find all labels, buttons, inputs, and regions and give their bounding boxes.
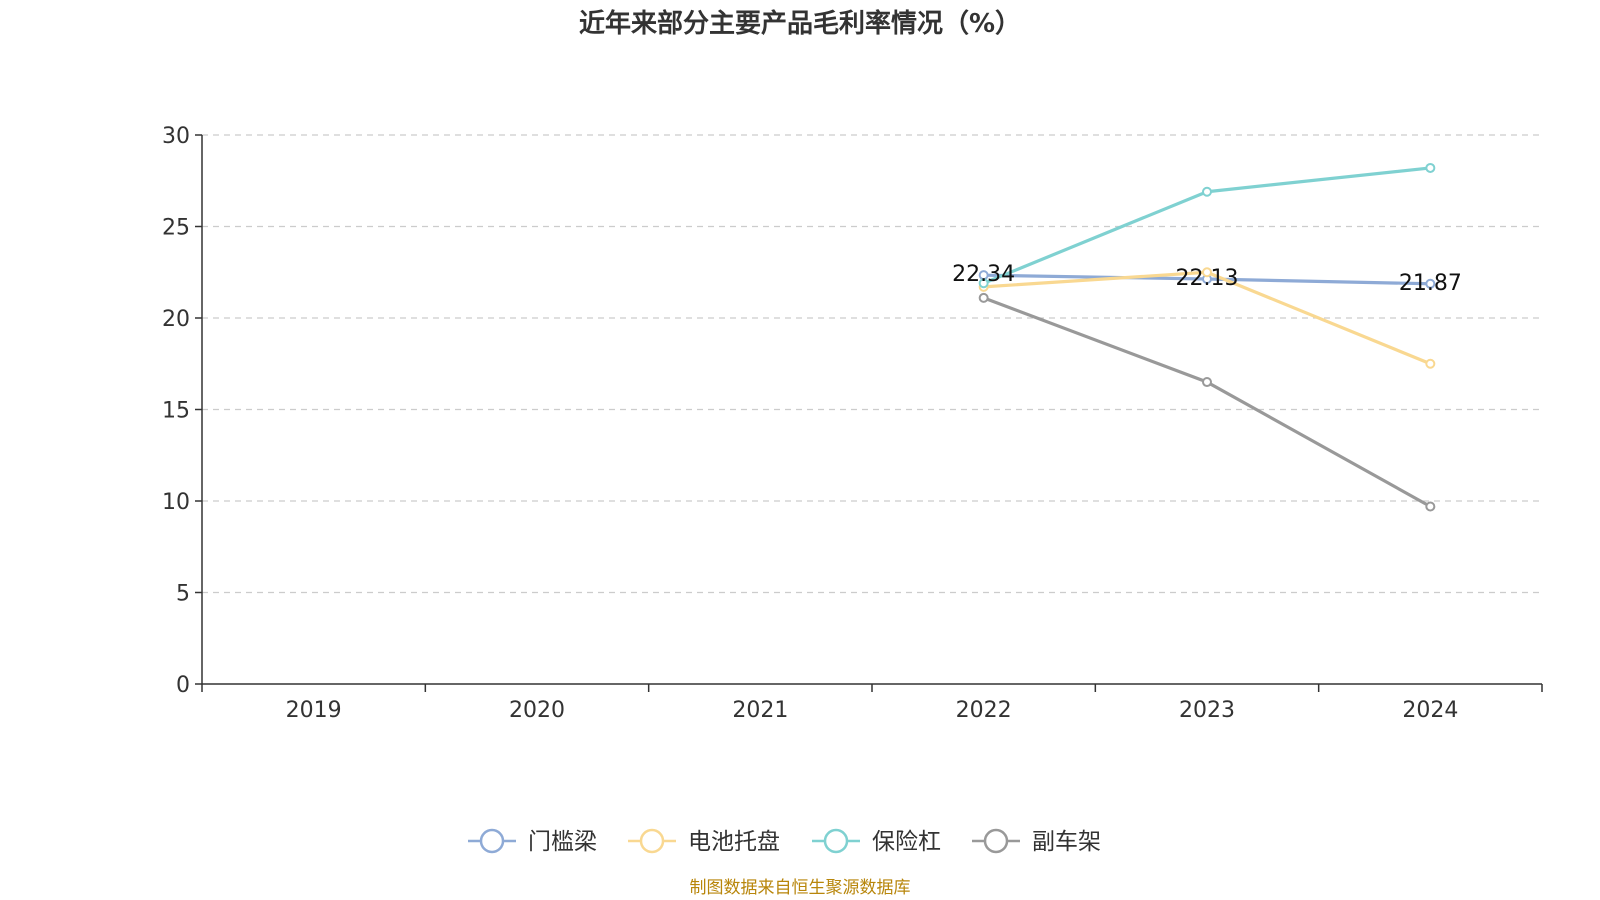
chart-title: 近年来部分主要产品毛利率情况（%） bbox=[579, 8, 1021, 39]
data-label: 22.13 bbox=[1176, 266, 1239, 291]
data-point bbox=[1202, 377, 1212, 388]
legend-swatch-marker bbox=[983, 828, 1009, 854]
legend-swatch-marker bbox=[639, 828, 665, 854]
data-point bbox=[1425, 278, 1436, 289]
data-label-layer: 22.34 22.13 21.87 bbox=[952, 262, 1462, 296]
legend-item-label[interactable]: 保险杠 bbox=[872, 829, 941, 855]
legend-swatch-marker bbox=[823, 828, 849, 854]
data-label: 21.87 bbox=[1399, 271, 1462, 296]
y-tick-label: 10 bbox=[162, 490, 190, 515]
data-point bbox=[978, 292, 989, 303]
data-point bbox=[1425, 501, 1436, 512]
series-layer bbox=[978, 162, 1436, 512]
legend: 门槛梁 电池托盘 保险杠 副车架 bbox=[468, 828, 1101, 855]
grid-layer bbox=[202, 134, 1542, 594]
y-tick-label: 25 bbox=[162, 216, 190, 241]
y-tick-label: 5 bbox=[176, 582, 190, 607]
x-tick-label: 2023 bbox=[1179, 698, 1235, 723]
source-note: 制图数据来自恒生聚源数据库 bbox=[690, 878, 911, 898]
x-tick-label: 2021 bbox=[732, 698, 788, 723]
series-line-3 bbox=[982, 296, 1432, 509]
y-tick-label: 0 bbox=[176, 673, 190, 698]
data-point bbox=[1425, 358, 1436, 369]
y-tick-label: 30 bbox=[162, 124, 190, 149]
data-point bbox=[1425, 162, 1436, 173]
axis-layer: 0 5 10 15 20 25 30 2019 2020 2021 2022 2023 2024 bbox=[162, 124, 1543, 723]
y-tick-label: 15 bbox=[162, 399, 190, 424]
legend-swatch-marker bbox=[479, 828, 505, 854]
x-tick-label: 2022 bbox=[956, 698, 1012, 723]
legend-item-label[interactable]: 电池托盘 bbox=[688, 829, 780, 855]
x-tick-label: 2020 bbox=[509, 698, 565, 723]
x-tick-label: 2019 bbox=[286, 698, 342, 723]
data-point bbox=[1202, 267, 1212, 278]
data-point bbox=[978, 278, 989, 289]
data-label: 22.34 bbox=[952, 262, 1015, 287]
x-tick-label: 2024 bbox=[1402, 698, 1458, 723]
data-point bbox=[1202, 186, 1212, 197]
y-tick-label: 20 bbox=[162, 307, 190, 332]
legend-item-label[interactable]: 副车架 bbox=[1032, 829, 1101, 855]
legend-item-label[interactable]: 门槛梁 bbox=[528, 829, 597, 855]
